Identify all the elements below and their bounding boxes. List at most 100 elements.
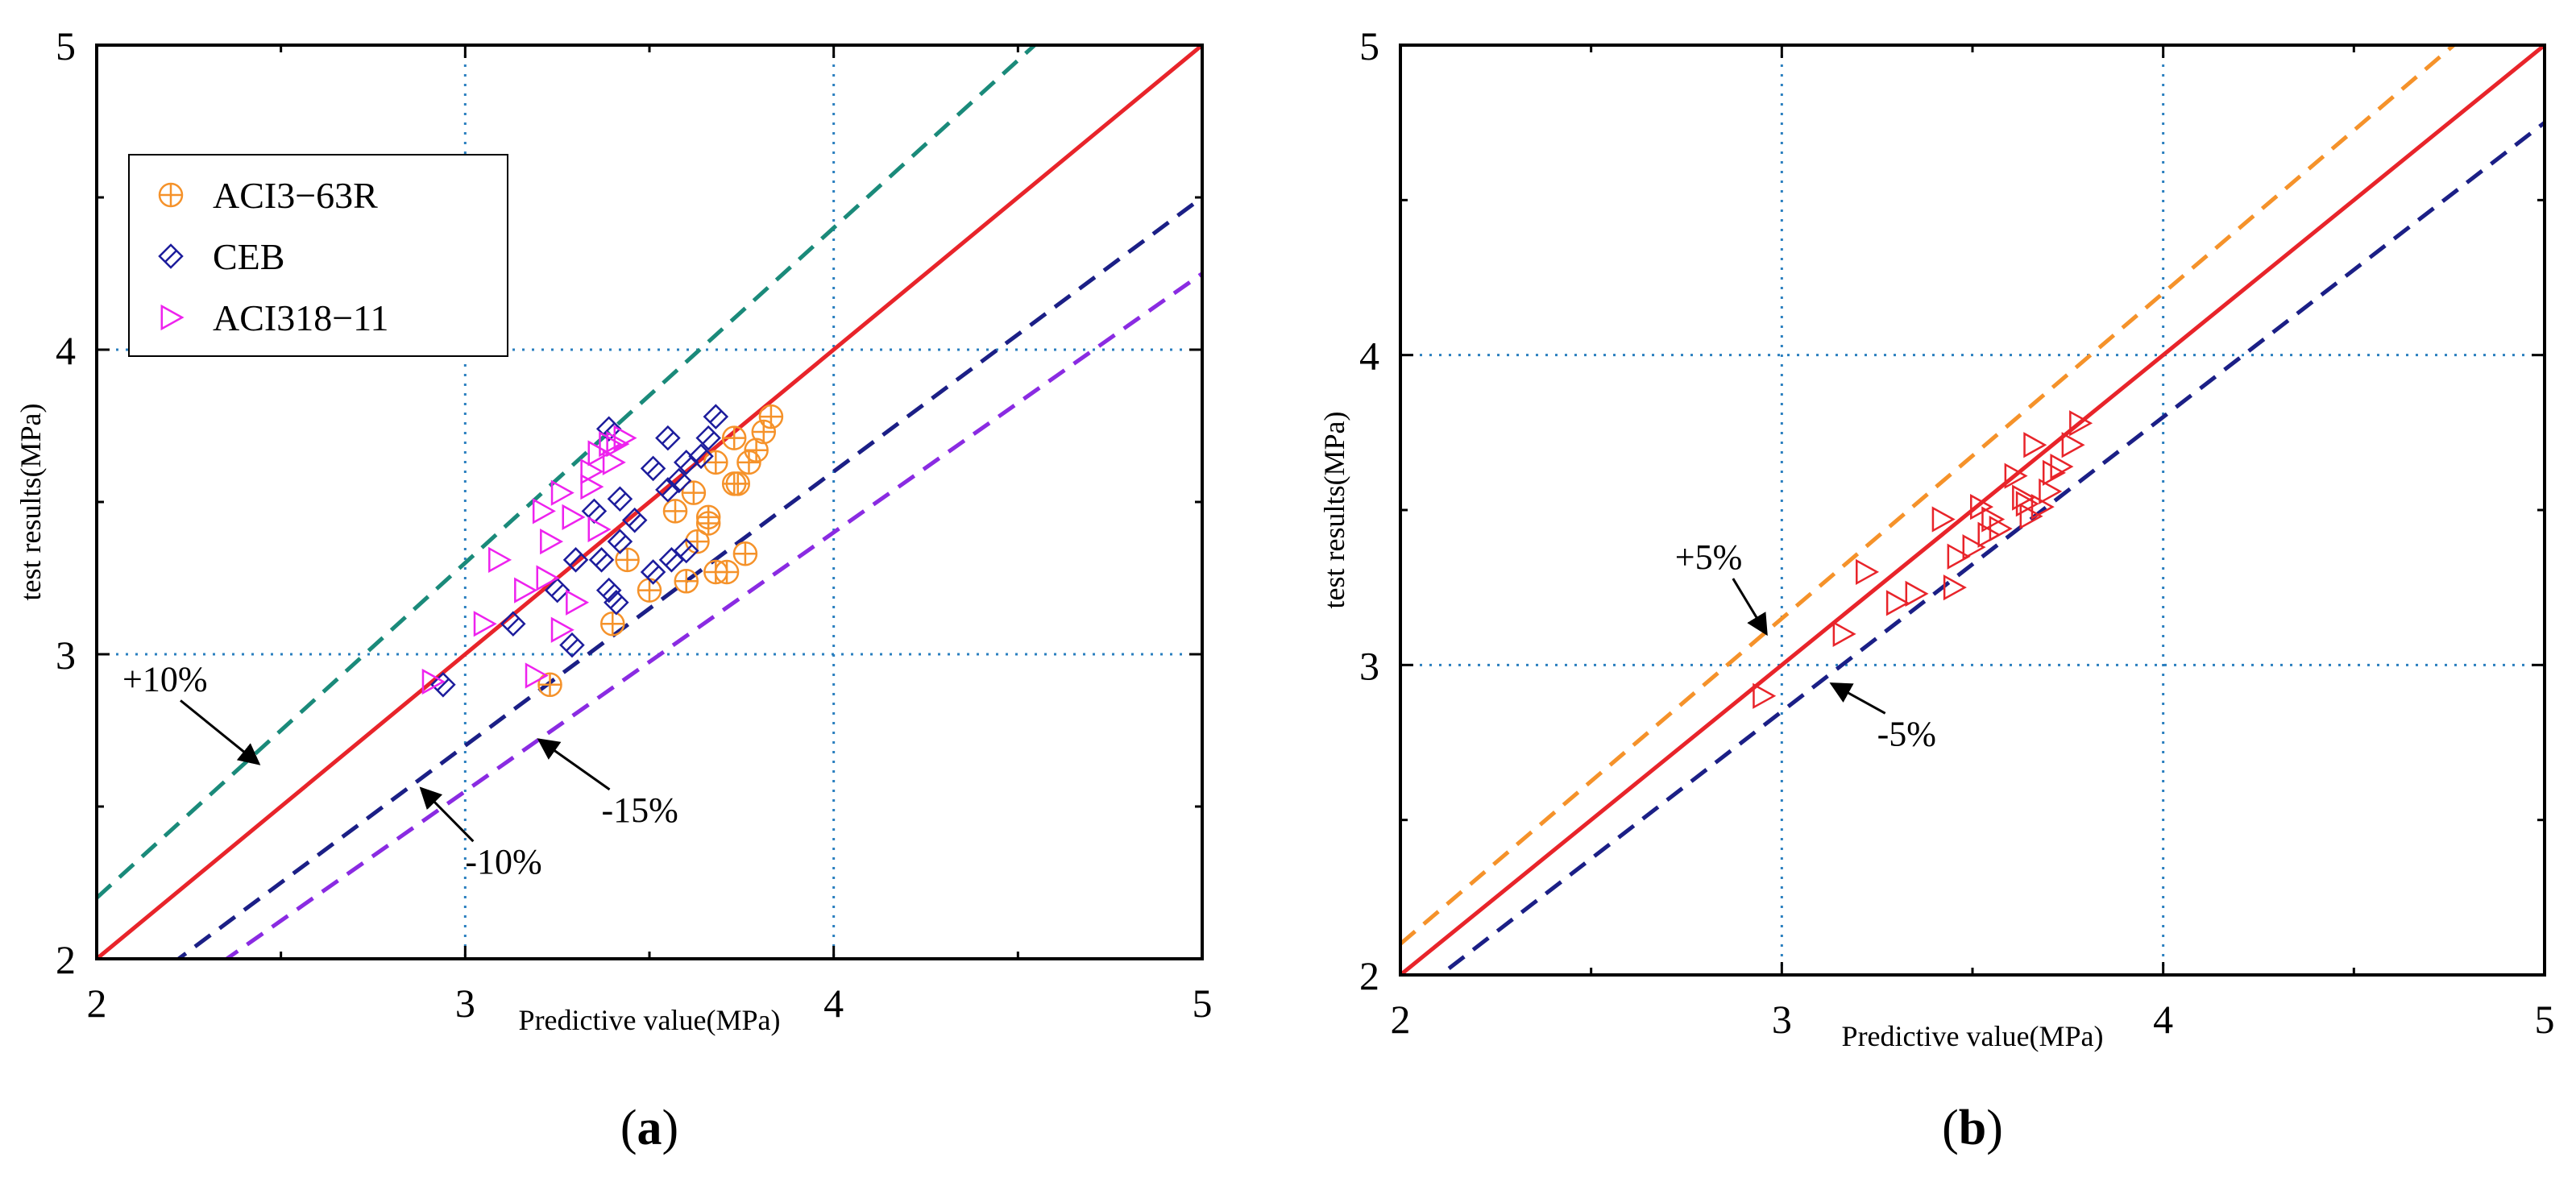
data-point-series-0 (1947, 543, 1971, 570)
data-point-series-1 (673, 450, 699, 475)
annotation-arrow (419, 786, 475, 843)
reference-line--10- (175, 195, 1202, 959)
panel-a-y-tick-labels: 2 3 4 5 (56, 23, 76, 982)
x-tick-label: 3 (455, 981, 475, 1026)
data-point-series-0 (758, 404, 784, 429)
panel-a-data-points (421, 404, 784, 698)
annotation-minus-5: -5% (1877, 714, 1936, 753)
data-point-series-0 (1962, 534, 1986, 561)
data-point-series-0 (2019, 503, 2043, 529)
panel-a: 2 3 4 5 2 3 4 5 Predictive value(MPa) te… (15, 23, 1213, 1155)
legend-marker-aci363r (158, 182, 184, 208)
caption-letter: a (637, 1101, 662, 1155)
data-point-series-2 (602, 449, 626, 475)
annotation-arrow (1732, 578, 1768, 637)
annotation-minus-15: -15% (602, 790, 678, 830)
data-point-series-1 (595, 577, 622, 603)
panel-b-x-axis-label: Predictive value(MPa) (1842, 1020, 2104, 1052)
data-point-series-1 (607, 529, 633, 554)
data-point-series-0 (1905, 580, 1929, 607)
caption-open-paren: ( (1942, 1101, 1959, 1155)
data-point-series-0 (721, 425, 747, 450)
data-point-series-0 (2069, 410, 2093, 437)
data-point-series-1 (559, 632, 585, 658)
annotation-arrow (1829, 682, 1886, 715)
legend-label-ceb: CEB (213, 236, 284, 277)
data-point-series-1 (688, 443, 714, 470)
legend-label-aci318-11: ACI318−11 (213, 297, 388, 338)
data-point-series-0 (2039, 478, 2063, 505)
data-point-series-0 (725, 471, 751, 496)
y-tick-label: 3 (1359, 643, 1379, 688)
data-point-series-0 (1931, 506, 1956, 533)
panel-a-x-axis-label: Predictive value(MPa) (519, 1004, 781, 1036)
legend-box (128, 154, 508, 357)
data-point-series-1 (621, 507, 648, 533)
legend-marker-ceb (158, 243, 184, 269)
data-point-series-2 (532, 498, 556, 525)
data-point-series-1 (673, 537, 699, 564)
data-point-series-0 (662, 499, 688, 524)
data-point-series-2 (606, 431, 630, 458)
data-point-series-2 (562, 504, 586, 531)
y-tick-label: 2 (1359, 953, 1379, 998)
data-point-series-0 (2004, 462, 2028, 489)
caption-open-paren: ( (620, 1101, 637, 1155)
data-point-series-0 (1989, 515, 2013, 542)
panel-b-grid (1400, 45, 2545, 975)
x-tick-label: 5 (1193, 981, 1213, 1026)
reference-line-y-x (1400, 45, 2545, 975)
panel-b-reference-lines (1400, 45, 2545, 975)
panel-a-annotations: +10% -10% -15% (122, 659, 678, 881)
data-point-series-1 (604, 589, 629, 616)
data-point-series-0 (600, 611, 625, 637)
caption-close-paren: ) (1986, 1101, 2003, 1155)
data-point-series-2 (580, 473, 604, 500)
data-point-series-1 (640, 455, 666, 482)
panel-b: 2 3 4 5 2 3 4 5 Predictive value(MPa) te… (1318, 23, 2555, 1155)
data-point-series-1 (640, 559, 666, 585)
data-point-series-1 (581, 498, 608, 525)
panel-b-data-points (1753, 410, 2093, 709)
x-tick-label: 2 (1391, 997, 1411, 1042)
reference-line--10- (97, 45, 1038, 900)
data-point-series-2 (587, 516, 612, 543)
panel-a-reference-lines (97, 45, 1202, 959)
x-tick-label: 4 (2153, 997, 2173, 1042)
data-point-series-2 (599, 431, 623, 458)
data-point-series-1 (607, 486, 633, 512)
data-point-series-0 (537, 672, 562, 698)
panel-b-x-tick-labels: 2 3 4 5 (1391, 997, 2555, 1042)
data-point-series-2 (514, 577, 538, 603)
data-point-series-1 (430, 672, 456, 698)
data-point-series-2 (580, 458, 604, 485)
annotation-arrow (180, 699, 261, 765)
data-point-series-0 (1753, 682, 1777, 709)
legend-marker-shape (158, 182, 184, 208)
y-tick-label: 4 (56, 328, 76, 373)
data-point-series-1 (655, 425, 681, 451)
data-point-series-0 (2061, 432, 2085, 458)
data-point-series-0 (1885, 590, 1910, 616)
y-tick-label: 4 (1359, 334, 1379, 379)
data-point-series-0 (1943, 574, 1967, 601)
panel-b-ticks (1399, 44, 2546, 977)
x-tick-label: 5 (2535, 997, 2555, 1042)
data-point-series-0 (1970, 494, 1994, 520)
caption-close-paren: ) (662, 1101, 679, 1155)
data-point-series-0 (1981, 506, 2006, 533)
panel-b-caption: (b) (1942, 1101, 2003, 1155)
annotation-plus-10: +10% (122, 659, 207, 699)
x-tick-label: 3 (1772, 997, 1792, 1042)
data-point-series-0 (1977, 521, 2001, 548)
panel-a-legend: ACI3−63R CEB ACI318−11 (128, 154, 508, 357)
data-point-series-2 (566, 589, 590, 616)
panel-a-ticks (95, 44, 1204, 960)
reference-line--5- (1400, 45, 2458, 946)
data-point-series-0 (2012, 484, 2036, 511)
panel-a-y-axis-label: test results(MPa) (15, 404, 47, 601)
data-point-series-1 (666, 467, 692, 494)
y-tick-label: 2 (56, 937, 76, 982)
data-point-series-1 (595, 416, 622, 442)
data-point-series-2 (488, 546, 512, 573)
